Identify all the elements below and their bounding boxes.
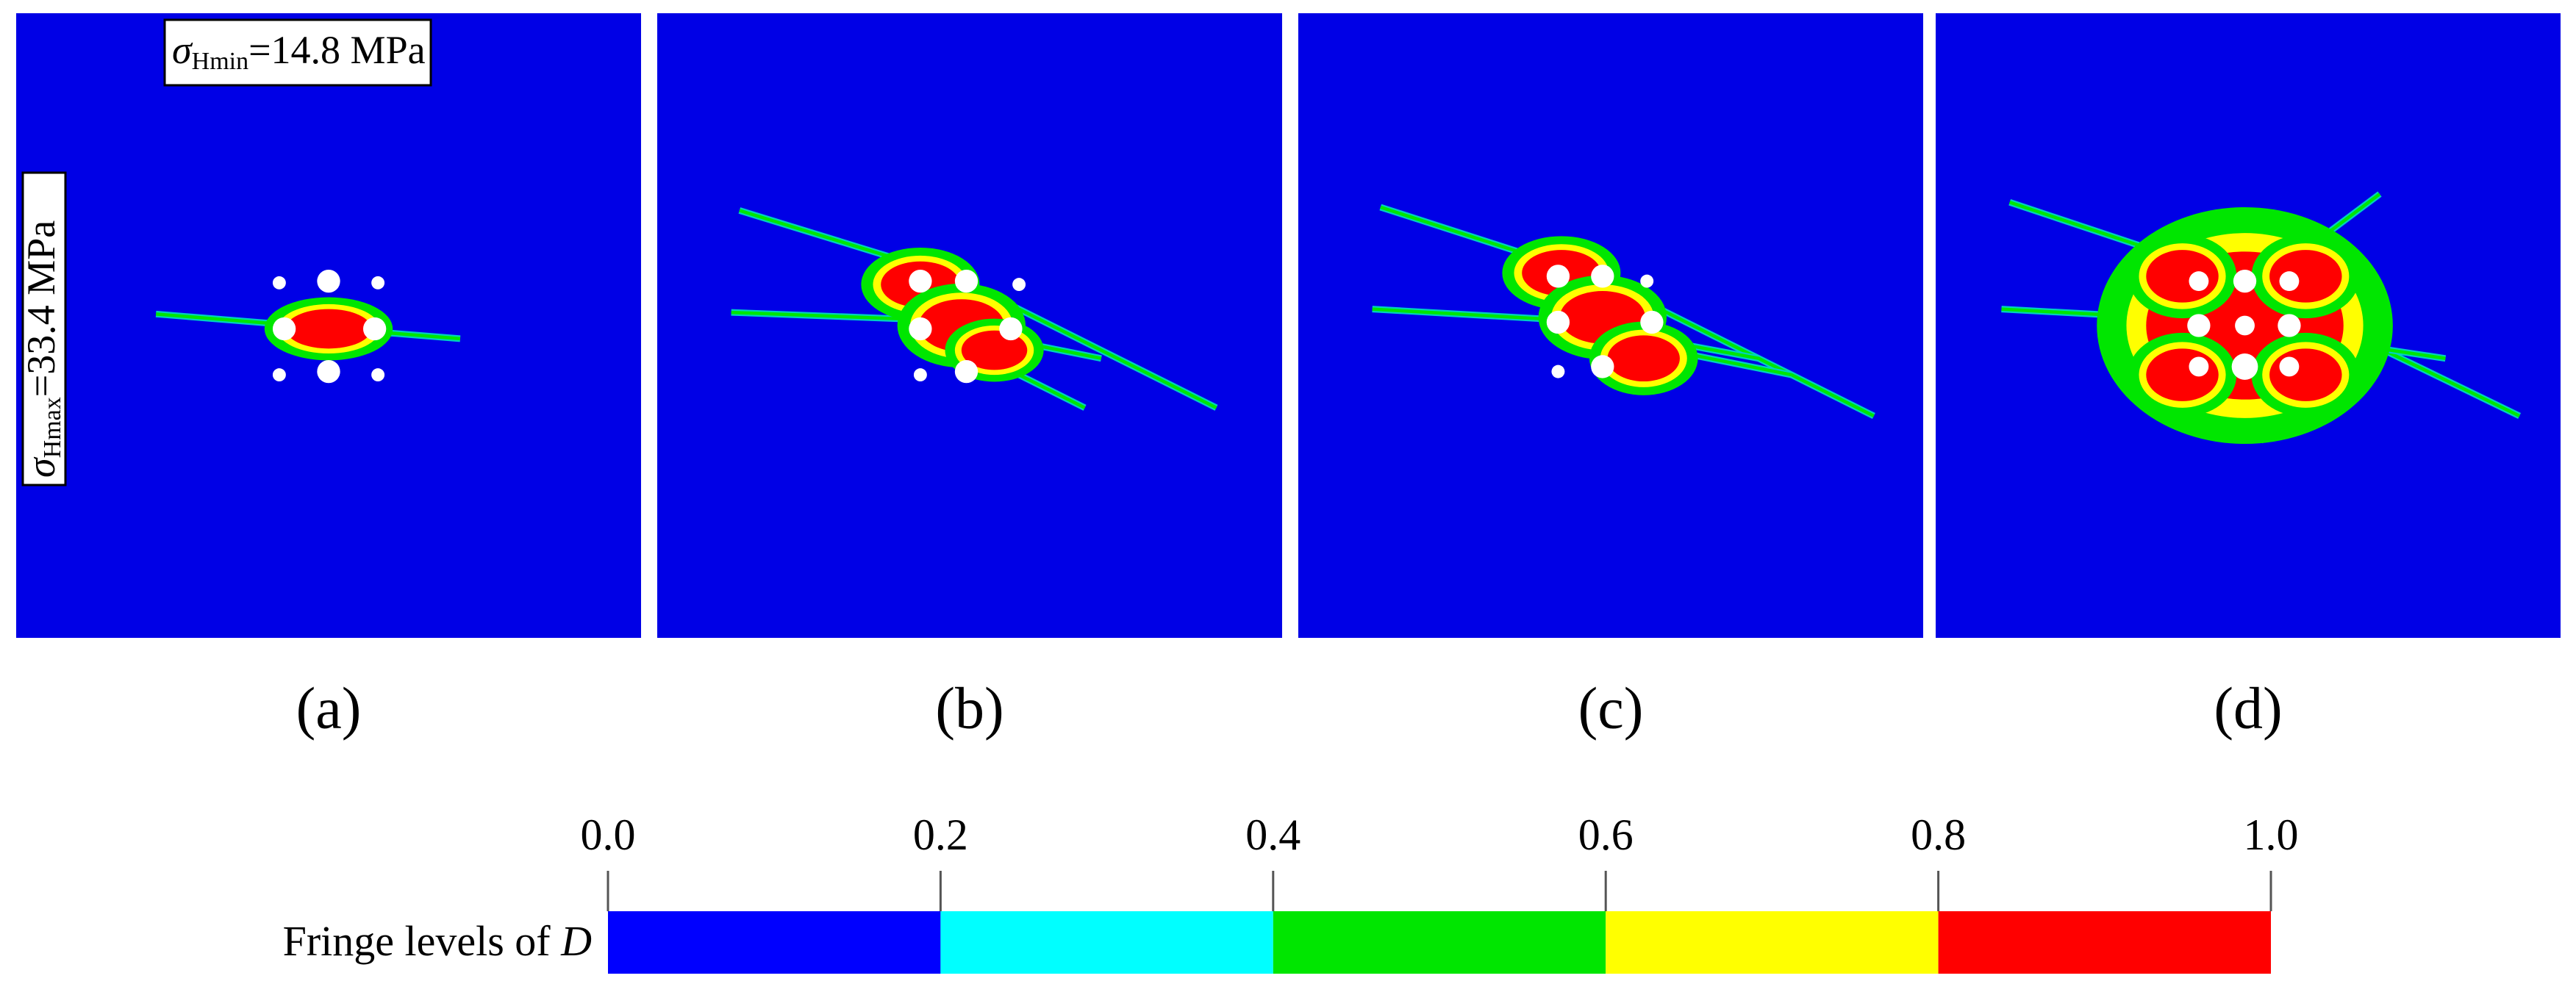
borehole	[317, 359, 340, 384]
damage-core	[2269, 250, 2342, 303]
damage-core	[2146, 348, 2219, 401]
borehole	[362, 317, 387, 341]
stress-min-text: σHmin=14.8 MPa	[172, 28, 426, 74]
colorbar-tick-label: 0.2	[913, 811, 968, 859]
borehole	[2279, 271, 2300, 292]
borehole	[909, 317, 932, 341]
borehole	[2189, 356, 2209, 377]
damage-pattern	[2001, 191, 2522, 445]
panel-label: (a)	[296, 676, 362, 741]
colorbar-tick-label: 0.4	[1245, 811, 1300, 859]
panel-label: (b)	[935, 676, 1003, 741]
colorbar-tick-label: 0.8	[1911, 811, 1966, 859]
colorbar-tick-label: 0.6	[1578, 811, 1634, 859]
borehole	[1551, 364, 1565, 378]
colorbar: 0.0 0.2 0.4 0.6 0.8 1.0	[581, 811, 2299, 974]
borehole	[371, 368, 385, 382]
damage-pattern	[155, 269, 461, 384]
label-box	[163, 18, 432, 87]
borehole	[1546, 310, 1570, 334]
damage-core	[2269, 348, 2342, 401]
borehole	[1591, 265, 1614, 288]
borehole	[954, 269, 978, 293]
borehole	[1546, 265, 1570, 288]
borehole	[2279, 356, 2300, 377]
borehole	[1640, 310, 1664, 334]
damage-pattern	[1372, 204, 1875, 420]
borehole	[2189, 271, 2209, 292]
borehole	[272, 276, 286, 290]
borehole	[909, 269, 932, 293]
colorbar-segment	[1606, 911, 1939, 974]
borehole	[1591, 355, 1614, 378]
stress-min-label: σHmin=14.8 MPa	[163, 18, 432, 87]
borehole	[1012, 278, 1026, 292]
damage-core	[2146, 250, 2219, 303]
borehole	[272, 317, 296, 341]
borehole	[913, 368, 927, 382]
damage-pattern	[731, 207, 1218, 411]
colorbar-segment	[1938, 911, 2271, 974]
colorbar-title: Fringe levels of D	[283, 917, 593, 965]
stress-max-label: σHmax=33.4 MPa	[19, 171, 67, 486]
colorbar-segment	[1273, 911, 1606, 974]
damage-core	[1607, 335, 1680, 382]
borehole	[317, 269, 340, 293]
borehole	[2231, 353, 2258, 380]
borehole	[2233, 269, 2257, 293]
borehole	[2187, 314, 2211, 337]
borehole	[2235, 315, 2255, 336]
borehole	[371, 276, 385, 290]
borehole	[2278, 314, 2301, 337]
panel-label: (c)	[1578, 676, 1644, 741]
damage-core	[961, 330, 1028, 370]
colorbar-tick-label: 1.0	[2244, 811, 2299, 859]
stress-max-text: σHmax=33.4 MPa	[19, 220, 65, 478]
borehole	[954, 359, 978, 384]
panels: (a) (b) (c) (d)	[16, 13, 2561, 741]
colorbar-segment	[940, 911, 1273, 974]
borehole	[999, 317, 1023, 341]
panel-label: (d)	[2214, 676, 2282, 741]
damage-core	[285, 309, 372, 349]
borehole	[1640, 274, 1654, 288]
colorbar-tick-label: 0.0	[581, 811, 636, 859]
colorbar-segment	[608, 911, 941, 974]
label-box	[21, 171, 67, 486]
borehole	[272, 368, 286, 382]
